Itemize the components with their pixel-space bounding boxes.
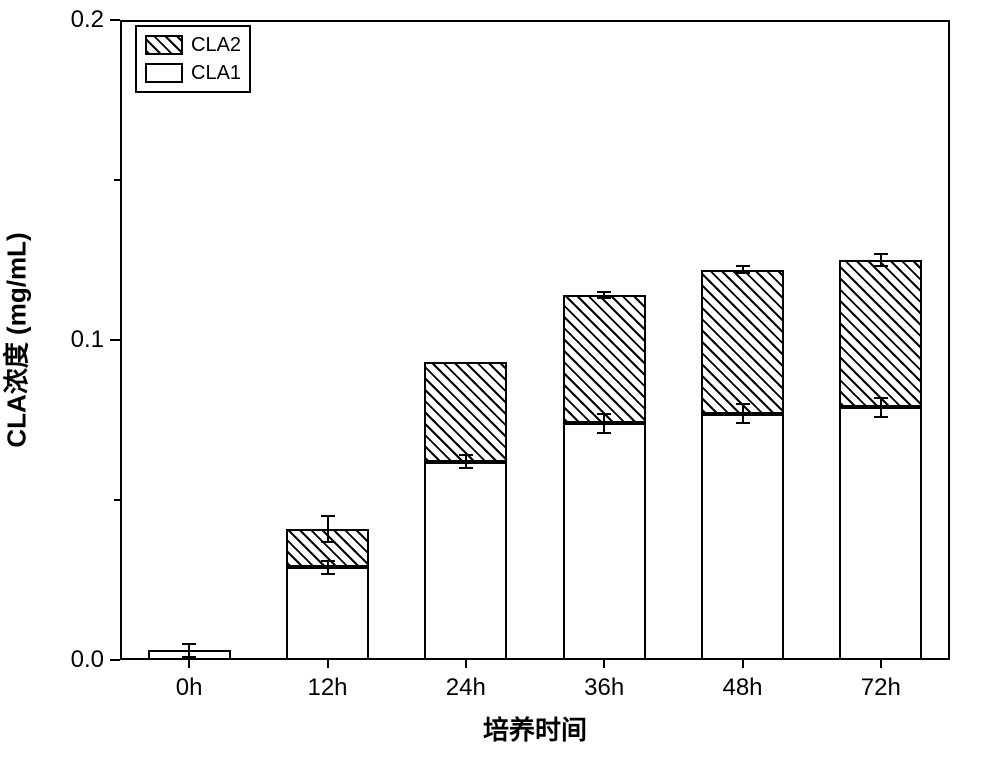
error-bar-cap xyxy=(182,656,196,658)
legend-label: CLA2 xyxy=(191,34,241,57)
plot-area xyxy=(120,20,950,660)
bar-cla2 xyxy=(839,260,922,407)
bar-cla2 xyxy=(424,362,507,461)
error-bar-cap xyxy=(182,643,196,645)
y-tick-label: 0.1 xyxy=(71,326,104,354)
error-bar-cap xyxy=(874,265,888,267)
x-tick-label: 12h xyxy=(307,674,347,702)
error-bar-cap xyxy=(736,272,750,274)
bar-cla2 xyxy=(563,295,646,423)
x-tick-label: 36h xyxy=(584,674,624,702)
error-bar-cap xyxy=(597,291,611,293)
error-bar-cap xyxy=(321,560,335,562)
bar-cla1 xyxy=(424,462,507,660)
error-bar-cap xyxy=(874,397,888,399)
y-minor-tick xyxy=(114,499,120,501)
x-tick xyxy=(880,660,882,668)
x-axis-label: 培养时间 xyxy=(483,710,587,747)
error-bar-cap xyxy=(459,454,473,456)
error-bar-cap xyxy=(597,297,611,299)
error-bar-cap xyxy=(459,467,473,469)
y-tick xyxy=(110,339,120,341)
x-tick xyxy=(742,660,744,668)
error-bar xyxy=(880,398,882,417)
error-bar-cap xyxy=(597,432,611,434)
error-bar-cap xyxy=(321,515,335,517)
error-bar-cap xyxy=(597,413,611,415)
legend-label: CLA1 xyxy=(191,62,241,85)
y-tick xyxy=(110,19,120,21)
x-tick-label: 0h xyxy=(176,674,203,702)
error-bar-cap xyxy=(321,573,335,575)
y-tick-label: 0.0 xyxy=(71,646,104,674)
x-tick-label: 24h xyxy=(446,674,486,702)
legend-item: CLA1 xyxy=(145,59,241,87)
bar-cla1 xyxy=(563,423,646,660)
y-axis-label: CLA浓度 (mg/mL) xyxy=(0,232,34,447)
x-tick xyxy=(465,660,467,668)
x-tick xyxy=(327,660,329,668)
y-tick-label: 0.2 xyxy=(71,6,104,34)
bar-cla1 xyxy=(701,414,784,660)
x-tick-label: 48h xyxy=(722,674,762,702)
error-bar-cap xyxy=(321,541,335,543)
bar-cla1 xyxy=(286,567,369,660)
chart-container: CLA浓度 (mg/mL) 培养时间 CLA2 CLA1 0.0 0.1 0.2 0h 1… xyxy=(0,0,1000,771)
error-bar-cap xyxy=(874,253,888,255)
error-bar xyxy=(742,404,744,423)
legend-swatch xyxy=(145,35,183,55)
legend: CLA2 CLA1 xyxy=(135,25,251,93)
bar-cla2 xyxy=(701,270,784,414)
error-bar xyxy=(603,414,605,433)
y-minor-tick xyxy=(114,179,120,181)
legend-item: CLA2 xyxy=(145,31,241,59)
error-bar-cap xyxy=(736,422,750,424)
legend-swatch xyxy=(145,63,183,83)
x-tick-label: 72h xyxy=(861,674,901,702)
y-tick xyxy=(110,659,120,661)
error-bar-cap xyxy=(736,265,750,267)
bar-cla1 xyxy=(839,407,922,660)
error-bar-cap xyxy=(736,403,750,405)
x-tick xyxy=(188,660,190,668)
error-bar-cap xyxy=(874,416,888,418)
x-tick xyxy=(603,660,605,668)
error-bar xyxy=(327,516,329,542)
